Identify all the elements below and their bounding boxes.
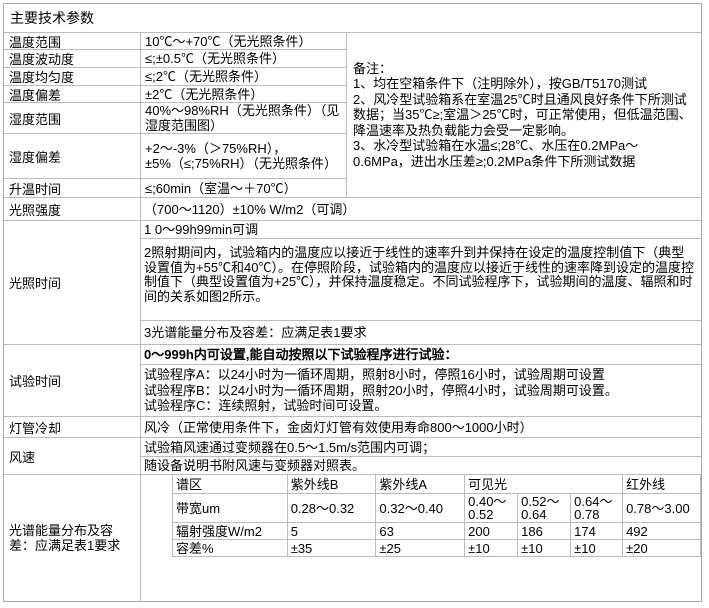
spectrum-cell: 492 [622, 522, 701, 540]
spectrum-cell: ±10 [570, 539, 624, 557]
wind-speed-label: 风速 [4, 438, 141, 474]
spectrum-body: 谱区 紫外线B 紫外线A 可见光 红外线 带宽um 0.28～0.32 0.32… [141, 474, 701, 601]
notes-heading: 备注： [353, 60, 393, 76]
light-intensity-body: （700～1120）±10% W/m2（可调） [141, 198, 701, 220]
light-time-spectrum-note: 3光谱能量分布及容差：应满足表1要求 [144, 324, 367, 340]
spec-rows-column: 温度范围 10℃～+70℃（无光照条件） 温度波动度 ≤;±0.5℃（无光照条件… [4, 33, 347, 197]
light-intensity-label: 光照强度 [4, 198, 141, 220]
spec-row-value: +2～-3%（＞75%RH）， ±5%（≤;75%RH）（无光照条件） [145, 141, 337, 171]
spectrum-cell: 63 [375, 522, 466, 540]
spectrum-cell: 0.64～0.78 [570, 493, 624, 523]
spectrum-cell: 186 [517, 522, 572, 540]
spec-row: 升温时间 ≤;60min（室温～＋70℃） [4, 179, 346, 197]
test-time-body: 0～999h内可设置,能自动按照以下试验程序进行试验： 试验程序A：以24小时为… [141, 345, 701, 416]
spec-row-value: ≤;±0.5℃（无光照条件） [145, 51, 285, 66]
spec-section: 温度范围 10℃～+70℃（无光照条件） 温度波动度 ≤;±0.5℃（无光照条件… [4, 33, 701, 198]
lamp-cooling-body: 风冷（正常使用条件下，金卤灯灯管有效使用寿命800～1000小时） [141, 417, 701, 437]
spec-row-value: 10℃～+70℃（无光照条件） [145, 33, 312, 49]
test-program-c: 试验程序C：连续照射，试验时间可设置。 [144, 398, 388, 414]
light-time-description: 2照射期间内，试验箱内的温度应以接近于线性的速率升到并保持在设定的温度控制值下（… [141, 239, 701, 321]
spectrum-bandwidth-row: 带宽um 0.28～0.32 0.32～0.40 0.40～0.52 0.52～… [172, 493, 701, 523]
spec-row-label: 温度均匀度 [4, 68, 141, 85]
spec-row-label: 湿度偏差 [4, 134, 141, 178]
test-time-section: 试验时间 0～999h内可设置,能自动按照以下试验程序进行试验： 试验程序A：以… [4, 345, 701, 417]
lamp-cooling-value: 风冷（正常使用条件下，金卤灯灯管有效使用寿命800～1000小时） [144, 419, 533, 435]
spectrum-header-ir: 红外线 [622, 474, 701, 494]
spec-row: 温度均匀度 ≤;2℃（无光照条件） [4, 68, 346, 86]
spectrum-header-band: 谱区 [172, 474, 288, 494]
spec-row: 温度波动度 ≤;±0.5℃（无光照条件） [4, 50, 346, 68]
lamp-cooling-row: 灯管冷却 风冷（正常使用条件下，金卤灯灯管有效使用寿命800～1000小时） [4, 417, 701, 438]
spec-row-value: ±2℃（无光照条件） [145, 86, 264, 102]
spectrum-cell: ±25 [375, 539, 466, 557]
spec-row-value: ≤;2℃（无光照条件） [145, 69, 267, 84]
spectrum-header-visible: 可见光 [464, 474, 624, 494]
light-time-duration: 1 0～99h99min可调 [141, 221, 701, 239]
spec-row: 湿度范围 40%～98%RH（无光照条件）（见湿度范围图） [4, 103, 346, 134]
spectrum-section: 光谱能量分布及容差：应满足表1要求 谱区 紫外线B 紫外线A 可见光 红外线 [4, 474, 701, 601]
spectrum-cell: ±10 [517, 539, 572, 557]
spectrum-cell: ±20 [622, 539, 701, 557]
spectrum-cell: 0.78～3.00 [622, 493, 701, 523]
spectrum-cell: 0.28～0.32 [286, 493, 377, 523]
spectrum-cell: 0.52～0.64 [517, 493, 572, 523]
test-time-programs: 试验程序A：以24小时为一循环周期，照射8小时，停照16小时，试验周期可设置 试… [141, 365, 701, 416]
spectrum-cell: 174 [570, 522, 624, 540]
light-time-body: 1 0～99h99min可调 2照射期间内，试验箱内的温度应以接近于线性的速率升… [141, 221, 701, 344]
lamp-cooling-label: 灯管冷却 [4, 417, 141, 437]
spectrum-header-row: 谱区 紫外线B 紫外线A 可见光 红外线 [172, 474, 701, 494]
spectrum-row-name: 带宽um [172, 493, 288, 523]
spectrum-cell: ±10 [464, 539, 519, 557]
light-intensity-row: 光照强度 （700～1120）±10% W/m2（可调） [4, 198, 701, 221]
page-title: 主要技术参数 [4, 4, 701, 33]
spec-row: 温度范围 10℃～+70℃（无光照条件） [4, 33, 346, 50]
spec-row-value: 40%～98%RH（无光照条件）（见湿度范围图） [145, 103, 340, 133]
light-intensity-value: （700～1120）±10% W/m2（可调） [144, 201, 356, 217]
test-program-b: 试验程序B：以24小时为一循环周期，照射20小时，停照4小时，试验周期可设置。 [144, 382, 618, 398]
spectrum-label: 光谱能量分布及容差：应满足表1要求 [4, 475, 141, 601]
spec-row-label: 温度波动度 [4, 50, 141, 67]
notes-cell: 备注： 1、均在空箱条件下（注明除外），按GB/T5170测试 2、风冷型试验箱… [347, 33, 701, 197]
spec-row-value: ≤;60min（室温～＋70℃） [145, 180, 297, 196]
test-time-label: 试验时间 [4, 345, 141, 416]
spec-row-label: 湿度范围 [4, 103, 141, 133]
note-item: 1、均在空箱条件下（注明除外），按GB/T5170测试 [353, 76, 647, 92]
spectrum-header-uva: 紫外线A [375, 474, 466, 494]
wind-speed-line2: 随设备说明书附风速与变频器对照表。 [144, 458, 366, 473]
main-table: 主要技术参数 温度范围 10℃～+70℃（无光照条件） 温度波动度 ≤;±0.5… [3, 3, 702, 602]
spectrum-cell: ±35 [286, 539, 377, 557]
note-item: 3、水冷型试验箱在水温≤;28℃、水压在0.2MPa～0.6MPa，进出水压差≥… [353, 138, 639, 169]
light-time-label: 光照时间 [4, 221, 141, 344]
spec-row: 湿度偏差 +2～-3%（＞75%RH）， ±5%（≤;75%RH）（无光照条件） [4, 134, 346, 179]
spec-row-label: 升温时间 [4, 179, 141, 197]
spectrum-tolerance-row: 容差% ±35 ±25 ±10 ±10 ±10 ±20 [172, 539, 701, 557]
spectrum-cell: 200 [464, 522, 519, 540]
spec-row: 温度偏差 ±2℃（无光照条件） [4, 86, 346, 103]
spectrum-cell: 0.40～0.52 [464, 493, 519, 523]
note-item: 2、风冷型试验箱系在室温25℃时且通风良好条件下所测试数据；当35℃≥;室温＞2… [353, 91, 692, 138]
spectrum-row-name: 容差% [172, 539, 288, 557]
spec-row-label: 温度偏差 [4, 86, 141, 103]
spectrum-header-uvb: 紫外线B [286, 474, 377, 494]
spectrum-table: 谱区 紫外线B 紫外线A 可见光 红外线 带宽um 0.28～0.32 0.32… [172, 474, 701, 557]
spectrum-irradiance-row: 辐射强度W/m2 5 63 200 186 174 492 [172, 522, 701, 540]
light-time-section: 光照时间 1 0～99h99min可调 2照射期间内，试验箱内的温度应以接近于线… [4, 221, 701, 345]
test-time-headline: 0～999h内可设置,能自动按照以下试验程序进行试验： [141, 345, 701, 366]
test-program-a: 试验程序A：以24小时为一循环周期，照射8小时，停照16小时，试验周期可设置 [144, 367, 605, 383]
wind-speed-section: 风速 试验箱风速通过变频器在0.5～1.5m/s范围内可调； 随设备说明书附风速… [4, 438, 701, 475]
spectrum-cell: 0.32～0.40 [375, 493, 466, 523]
wind-speed-body: 试验箱风速通过变频器在0.5～1.5m/s范围内可调； 随设备说明书附风速与变频… [141, 438, 701, 474]
spectrum-row-name: 辐射强度W/m2 [172, 522, 288, 540]
wind-speed-line1: 试验箱风速通过变频器在0.5～1.5m/s范围内可调； [141, 438, 701, 457]
spectrum-cell: 5 [286, 522, 377, 540]
spec-row-label: 温度范围 [4, 33, 141, 50]
